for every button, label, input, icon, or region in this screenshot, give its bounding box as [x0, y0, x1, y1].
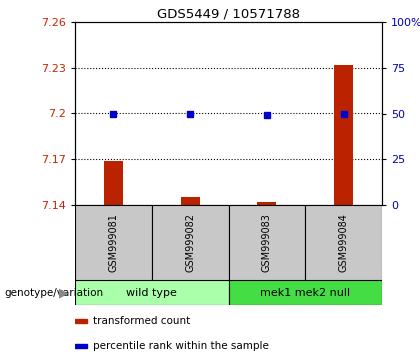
Bar	[75, 319, 87, 323]
Bar	[228, 280, 382, 305]
Text: mek1 mek2 null: mek1 mek2 null	[260, 287, 350, 297]
Bar	[305, 205, 382, 280]
Bar	[75, 280, 228, 305]
Text: percentile rank within the sample: percentile rank within the sample	[93, 341, 269, 351]
Text: GSM999081: GSM999081	[108, 213, 118, 272]
Text: wild type: wild type	[126, 287, 177, 297]
Bar	[181, 198, 200, 205]
Text: GSM999084: GSM999084	[339, 213, 349, 272]
Text: GSM999083: GSM999083	[262, 213, 272, 272]
Text: genotype/variation: genotype/variation	[4, 287, 103, 297]
Bar	[75, 205, 152, 280]
Bar	[104, 161, 123, 205]
Bar	[75, 344, 87, 348]
Text: GSM999082: GSM999082	[185, 213, 195, 272]
Bar	[152, 205, 228, 280]
Title: GDS5449 / 10571788: GDS5449 / 10571788	[157, 8, 300, 21]
Text: transformed count: transformed count	[93, 316, 191, 326]
Bar	[228, 205, 305, 280]
Bar	[257, 202, 276, 205]
Bar	[334, 65, 353, 205]
Text: ▶: ▶	[59, 286, 69, 299]
